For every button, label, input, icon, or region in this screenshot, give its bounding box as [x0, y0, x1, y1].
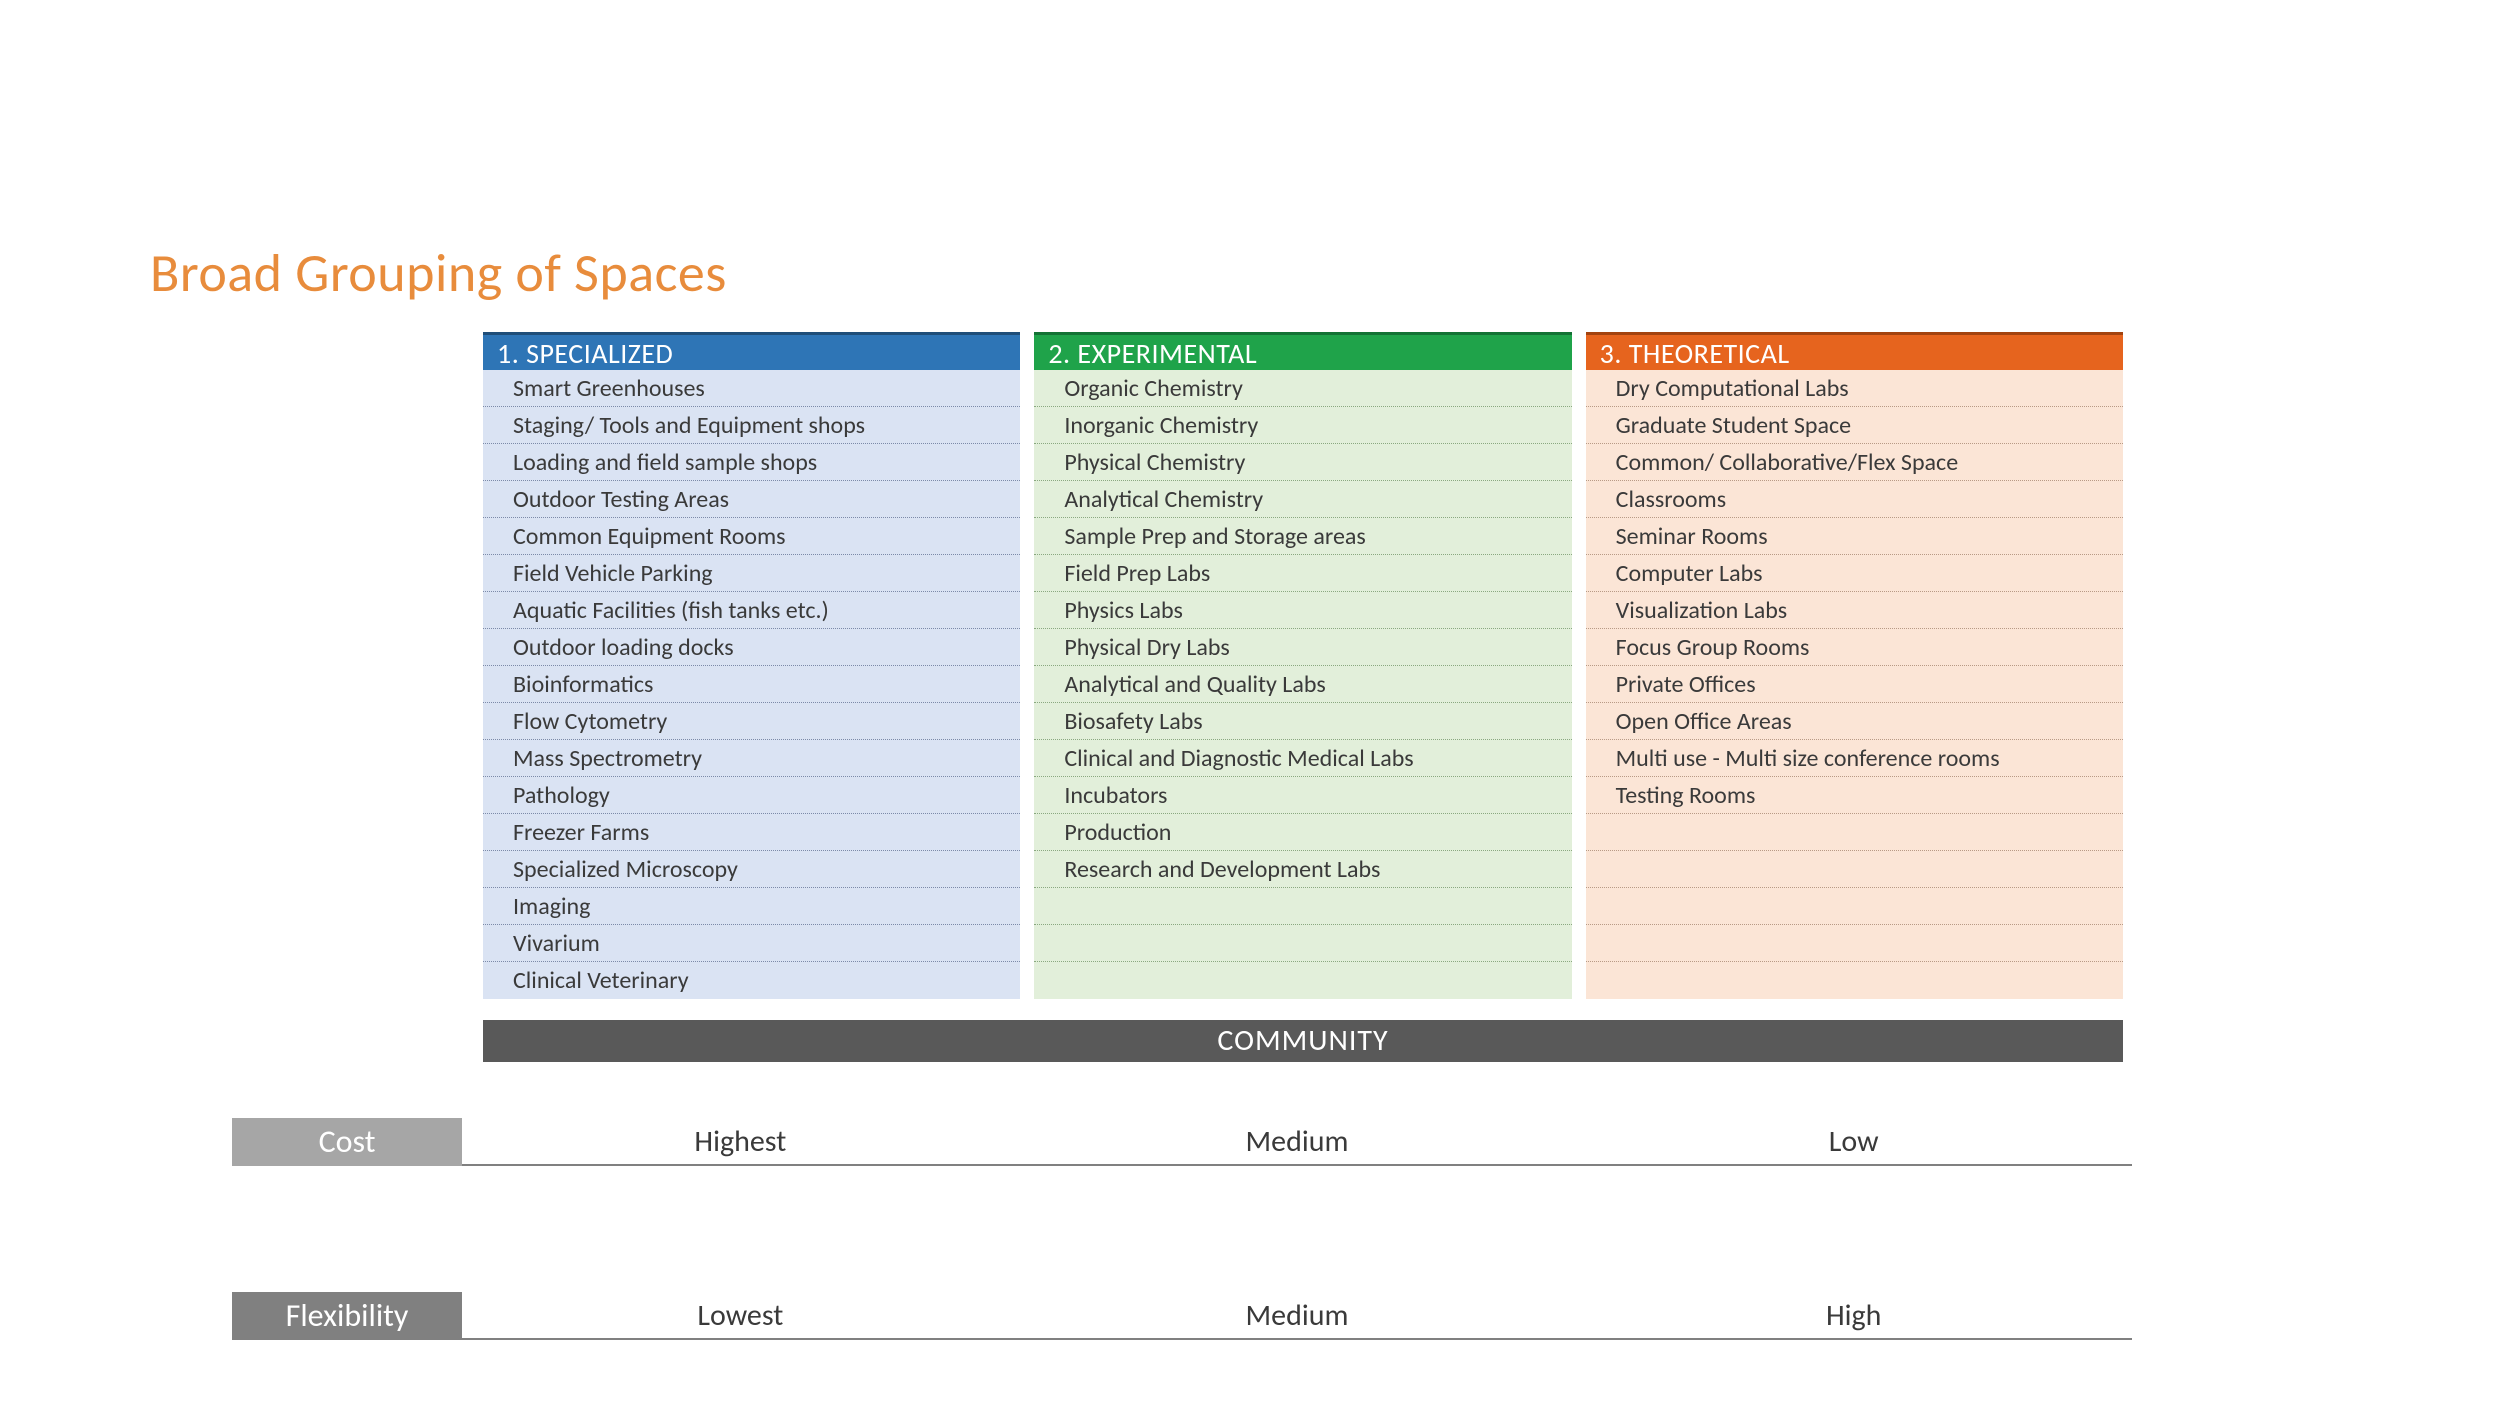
list-item: Inorganic Chemistry — [1034, 407, 1571, 444]
list-item: Analytical Chemistry — [1034, 481, 1571, 518]
columns-container: 1. SPECIALIZEDSmart GreenhousesStaging/ … — [483, 332, 2123, 999]
page-title: Broad Grouping of Spaces — [150, 240, 727, 306]
column-header-experimental: 2. EXPERIMENTAL — [1034, 332, 1571, 370]
list-item: Common/ Collaborative/Flex Space — [1586, 444, 2123, 481]
column-body-specialized: Smart GreenhousesStaging/ Tools and Equi… — [483, 370, 1020, 999]
list-item: Open Office Areas — [1586, 703, 2123, 740]
column-header-theoretical: 3. THEORETICAL — [1586, 332, 2123, 370]
list-item: Mass Spectrometry — [483, 740, 1020, 777]
list-item: Production — [1034, 814, 1571, 851]
list-item — [1034, 925, 1571, 962]
list-item: Bioinformatics — [483, 666, 1020, 703]
list-item: Graduate Student Space — [1586, 407, 2123, 444]
list-item: Physical Dry Labs — [1034, 629, 1571, 666]
metric-value: High — [1575, 1297, 2132, 1334]
list-item: Seminar Rooms — [1586, 518, 2123, 555]
metric-row-flexibility: Flexibility Lowest Medium High — [232, 1292, 2132, 1340]
slide: Broad Grouping of Spaces 1. SPECIALIZEDS… — [0, 0, 2500, 1406]
list-item: Physical Chemistry — [1034, 444, 1571, 481]
metric-label-flexibility: Flexibility — [232, 1292, 462, 1340]
metric-value: Lowest — [462, 1297, 1019, 1334]
column-body-experimental: Organic ChemistryInorganic ChemistryPhys… — [1034, 370, 1571, 999]
list-item: Outdoor Testing Areas — [483, 481, 1020, 518]
list-item: Sample Prep and Storage areas — [1034, 518, 1571, 555]
column-header-specialized: 1. SPECIALIZED — [483, 332, 1020, 370]
list-item: Testing Rooms — [1586, 777, 2123, 814]
list-item: Staging/ Tools and Equipment shops — [483, 407, 1020, 444]
list-item: Pathology — [483, 777, 1020, 814]
list-item: Biosafety Labs — [1034, 703, 1571, 740]
list-item: Field Prep Labs — [1034, 555, 1571, 592]
column-body-theoretical: Dry Computational LabsGraduate Student S… — [1586, 370, 2123, 999]
metric-value: Highest — [462, 1123, 1019, 1160]
list-item: Clinical and Diagnostic Medical Labs — [1034, 740, 1571, 777]
list-item: Analytical and Quality Labs — [1034, 666, 1571, 703]
list-item: Aquatic Facilities (fish tanks etc.) — [483, 592, 1020, 629]
column-experimental: 2. EXPERIMENTALOrganic ChemistryInorgani… — [1034, 332, 1571, 999]
list-item: Specialized Microscopy — [483, 851, 1020, 888]
list-item: Organic Chemistry — [1034, 370, 1571, 407]
metric-value: Medium — [1019, 1123, 1576, 1160]
list-item — [1586, 925, 2123, 962]
list-item — [1034, 962, 1571, 999]
list-item: Research and Development Labs — [1034, 851, 1571, 888]
list-item — [1034, 888, 1571, 925]
metric-label-cost: Cost — [232, 1118, 462, 1166]
list-item — [1586, 888, 2123, 925]
list-item: Dry Computational Labs — [1586, 370, 2123, 407]
list-item: Loading and field sample shops — [483, 444, 1020, 481]
metric-values-flexibility: Lowest Medium High — [462, 1292, 2132, 1340]
list-item: Focus Group Rooms — [1586, 629, 2123, 666]
list-item: Common Equipment Rooms — [483, 518, 1020, 555]
list-item: Imaging — [483, 888, 1020, 925]
list-item: Multi use - Multi size conference rooms — [1586, 740, 2123, 777]
list-item: Smart Greenhouses — [483, 370, 1020, 407]
list-item — [1586, 814, 2123, 851]
list-item: Vivarium — [483, 925, 1020, 962]
list-item: Private Offices — [1586, 666, 2123, 703]
column-specialized: 1. SPECIALIZEDSmart GreenhousesStaging/ … — [483, 332, 1020, 999]
list-item: Outdoor loading docks — [483, 629, 1020, 666]
list-item: Freezer Farms — [483, 814, 1020, 851]
list-item: Classrooms — [1586, 481, 2123, 518]
community-bar: COMMUNITY — [483, 1020, 2123, 1062]
metric-value: Medium — [1019, 1297, 1576, 1334]
metric-values-cost: Highest Medium Low — [462, 1118, 2132, 1166]
list-item: Physics Labs — [1034, 592, 1571, 629]
list-item: Computer Labs — [1586, 555, 2123, 592]
list-item: Visualization Labs — [1586, 592, 2123, 629]
list-item — [1586, 851, 2123, 888]
column-theoretical: 3. THEORETICALDry Computational LabsGrad… — [1586, 332, 2123, 999]
metric-row-cost: Cost Highest Medium Low — [232, 1118, 2132, 1166]
list-item: Flow Cytometry — [483, 703, 1020, 740]
metric-value: Low — [1575, 1123, 2132, 1160]
list-item: Incubators — [1034, 777, 1571, 814]
list-item — [1586, 962, 2123, 999]
list-item: Clinical Veterinary — [483, 962, 1020, 999]
list-item: Field Vehicle Parking — [483, 555, 1020, 592]
